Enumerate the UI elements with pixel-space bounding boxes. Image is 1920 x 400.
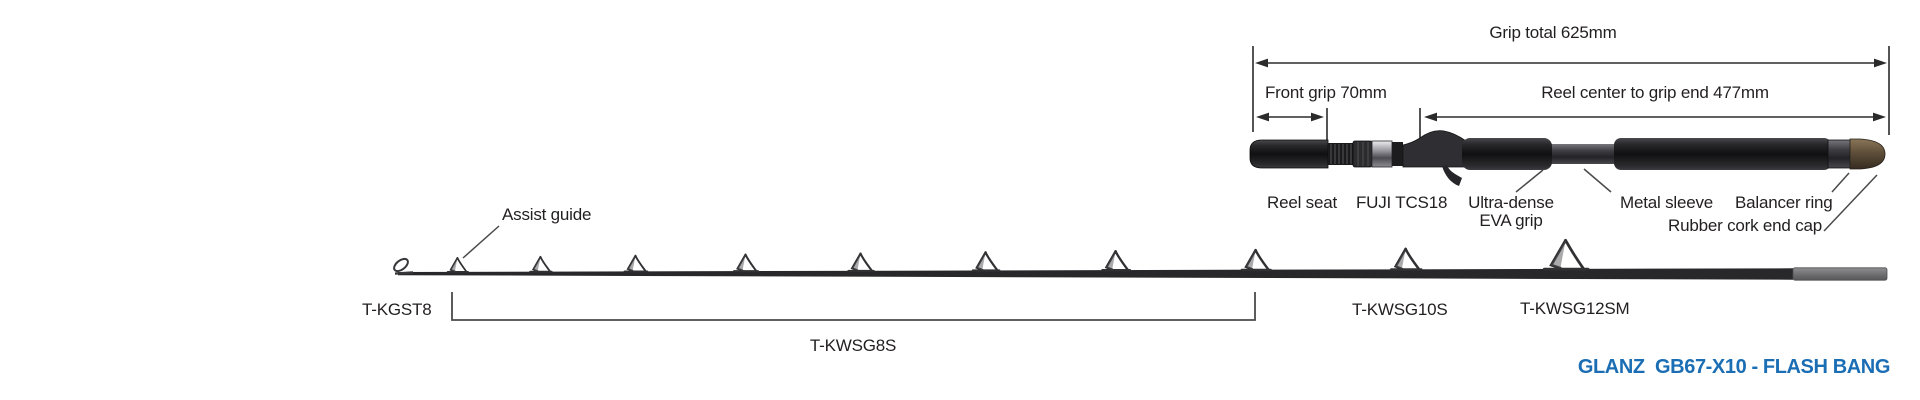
front-grip-graphic [1249, 139, 1329, 169]
front-grip-arrow [1256, 112, 1324, 122]
reel-seat-body-graphic [1402, 130, 1467, 168]
reel-center-arrow [1424, 112, 1886, 122]
tip-guide-model-label: T-KGST8 [362, 300, 432, 319]
guide-icon [1390, 247, 1423, 271]
reel-seat-thread-graphic [1328, 143, 1353, 165]
balancer-ring-label: Balancer ring [1735, 193, 1833, 212]
end-cap-label: Rubber cork end cap [1668, 216, 1823, 235]
end-cap-leader [1823, 174, 1878, 232]
balancer-ring-leader [1831, 172, 1850, 193]
trigger-graphic [1442, 165, 1462, 186]
grip-total-arrow [1255, 58, 1887, 68]
metal-sleeve-graphic [1546, 144, 1618, 164]
reel-seat-model-label: FUJI TCS18 [1356, 193, 1448, 212]
assist-guide-leader [462, 225, 500, 259]
handle-illustration [1249, 130, 1886, 186]
grip-total-label: Grip total 625mm [1489, 23, 1617, 42]
dark-ring-graphic [1392, 142, 1403, 166]
eva-grip-label: Ultra-dense EVA grip [1468, 193, 1554, 230]
guide-icon [1101, 250, 1132, 272]
model-name-text: GLANZ GB67-X10 - FLASH BANG [1577, 356, 1891, 378]
dimension-lines [1252, 46, 1890, 140]
assist-guide-label: Assist guide [502, 205, 592, 224]
balancer-ring-graphic [1827, 139, 1853, 169]
front-grip-label: Front grip 70mm [1265, 83, 1387, 102]
guide-icon [623, 254, 649, 273]
chrome-ring-graphic [1371, 140, 1393, 168]
end-cap-graphic [1849, 138, 1886, 170]
rear-grip-front-graphic [1462, 138, 1552, 170]
reel-seat-nut-graphic [1352, 140, 1373, 168]
guide-bracket [451, 292, 1256, 321]
rod-butt-graphic [1792, 267, 1888, 281]
guide-icon [446, 257, 469, 273]
guide10-model-label: T-KWSG10S [1352, 300, 1448, 319]
rear-grip-back-graphic [1614, 138, 1831, 170]
metal-sleeve-leader [1583, 168, 1612, 193]
guide12-model-label: T-KWSG12SM [1520, 299, 1630, 318]
guide-icon [1240, 248, 1272, 272]
guide-icon [971, 251, 1001, 272]
eva-grip-leader [1515, 169, 1544, 193]
rod-illustration [393, 238, 1888, 281]
tip-guide-graphic [393, 257, 414, 275]
guide-icon-large [1542, 238, 1590, 271]
guide-icon [529, 255, 553, 273]
leader-lines [462, 168, 1878, 259]
mid-guides-model-label: T-KWSG8S [809, 336, 897, 355]
guide-icon [733, 253, 759, 273]
guide-icon [847, 252, 875, 272]
reel-seat-label: Reel seat [1267, 193, 1338, 212]
reel-center-label: Reel center to grip end 477mm [1541, 83, 1769, 102]
metal-sleeve-label: Metal sleeve [1620, 193, 1714, 212]
